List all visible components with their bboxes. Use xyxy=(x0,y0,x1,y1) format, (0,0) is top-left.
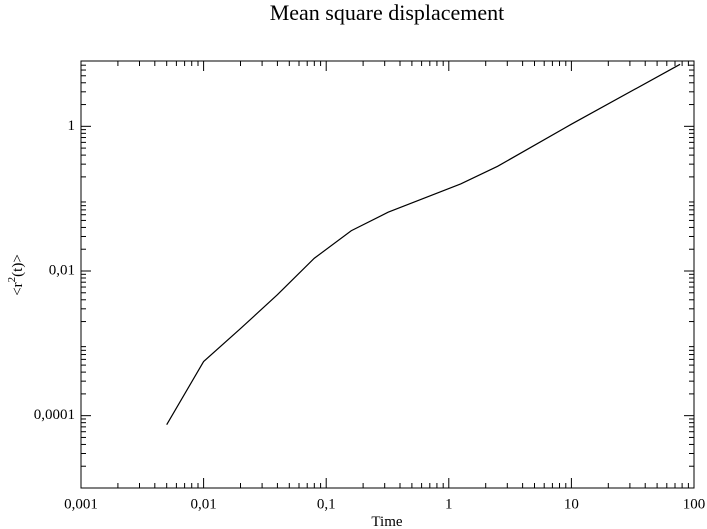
y-axis-label: <r2(t)> xyxy=(6,254,26,296)
x-tick-label: 10 xyxy=(564,496,579,512)
y-label-part: <r xyxy=(10,282,26,295)
plot-frame xyxy=(80,60,695,489)
data-line xyxy=(166,63,681,426)
x-tick-label: 0,01 xyxy=(190,496,216,512)
y-tick-label: 0,01 xyxy=(49,262,75,278)
x-tick-label: 0,001 xyxy=(64,496,98,512)
chart-title: Mean square displacement xyxy=(270,0,505,25)
x-tick-label: 0,1 xyxy=(317,496,336,512)
x-axis-label: Time xyxy=(371,514,402,529)
x-tick-label: 1 xyxy=(445,496,453,512)
x-tick-label: 100 xyxy=(683,496,706,512)
y-tick-label: 0,0001 xyxy=(34,407,75,423)
y-tick-label: 1 xyxy=(68,118,76,134)
y-label-part: (t)> xyxy=(10,254,26,277)
y-label-superscript: 2 xyxy=(6,277,18,283)
